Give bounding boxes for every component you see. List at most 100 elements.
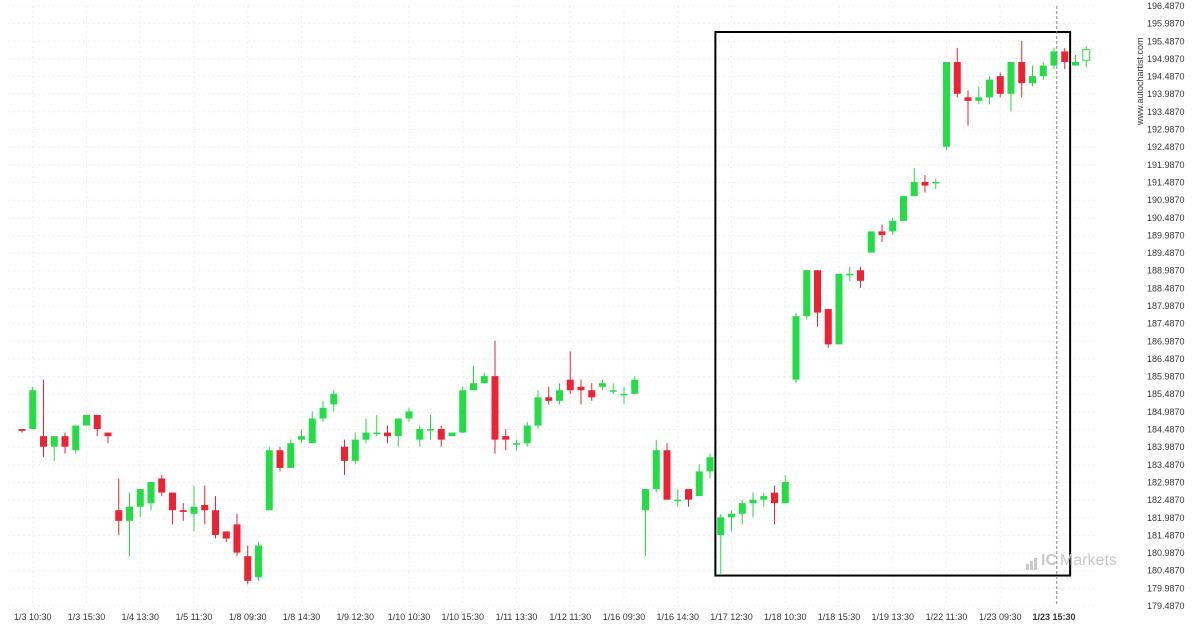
x-tick-label: 1/4 13:30: [121, 612, 159, 622]
candle-body: [943, 62, 950, 147]
x-tick-label: 1/23 15:30: [1032, 612, 1075, 622]
y-tick-label: 180.9870: [1147, 548, 1185, 558]
brand-bars-icon: [1026, 552, 1038, 570]
candle-body: [61, 436, 69, 447]
candle-body: [728, 513, 735, 518]
y-tick-label: 180.4870: [1147, 566, 1185, 576]
candle-body: [964, 97, 972, 101]
x-tick-label: 1/23 09:30: [979, 612, 1022, 622]
y-tick-label: 196.4870: [1147, 1, 1185, 11]
candle-body: [459, 390, 467, 433]
candles: [18, 40, 1091, 585]
candle-body: [255, 545, 262, 578]
y-tick-label: 195.4870: [1147, 36, 1185, 46]
candle-body: [265, 450, 273, 511]
y-tick-label: 184.4870: [1147, 425, 1185, 435]
candle-body: [1007, 62, 1015, 94]
y-tick-label: 192.9870: [1147, 125, 1185, 135]
candle-body: [136, 489, 144, 507]
x-tick-label: 1/11 13:30: [496, 612, 538, 622]
candle-body: [190, 506, 198, 514]
candle-body: [986, 79, 993, 98]
y-tick-label: 190.9870: [1147, 195, 1185, 205]
candle-body: [93, 414, 101, 430]
y-tick-label: 179.9870: [1147, 583, 1185, 593]
pattern-frame: [714, 6, 1072, 606]
y-tick-label: 186.4870: [1147, 354, 1185, 364]
candle-body: [545, 397, 553, 401]
candle-body: [40, 436, 47, 447]
y-tick-label: 195.9870: [1147, 19, 1185, 29]
candle-body: [642, 489, 649, 511]
candle-body: [760, 496, 768, 500]
y-tick-label: 187.9870: [1147, 301, 1185, 311]
candle-body: [298, 436, 305, 440]
candle-body: [663, 450, 671, 500]
candle-body: [351, 439, 359, 461]
candle-body: [921, 182, 929, 186]
candle-body: [599, 383, 606, 387]
x-tick-label: 1/22 11:30: [926, 612, 968, 622]
candle-body: [405, 411, 413, 419]
candle-body: [394, 418, 402, 437]
y-tick-label: 184.9870: [1147, 407, 1185, 417]
candle-body: [910, 182, 918, 197]
candle-body: [889, 220, 897, 232]
y-axis: 196.4870 195.9870 195.4870 194.9870 194.4870…: [1147, 1, 1185, 611]
candle-body: [179, 510, 187, 513]
candle-body: [1039, 65, 1047, 77]
x-tick-label: 1/18 15:30: [818, 612, 861, 622]
candle-body: [556, 390, 563, 401]
candle-body: [1061, 51, 1069, 63]
y-tick-label: 187.4870: [1147, 319, 1185, 329]
candle-body: [846, 273, 854, 276]
candle-body: [169, 492, 176, 511]
candle-body: [792, 316, 800, 380]
candle-body: [104, 432, 112, 437]
candle-body: [126, 506, 133, 521]
candle-body: [513, 443, 520, 445]
candle-body: [781, 482, 789, 504]
candle-body: [1082, 49, 1091, 61]
candle-body: [502, 436, 510, 440]
y-tick-label: 188.9870: [1147, 266, 1185, 276]
y-tick-label: 190.4870: [1147, 213, 1185, 223]
candle-body: [996, 76, 1004, 94]
x-tick-label: 1/18 10:30: [764, 612, 807, 622]
candle-body: [835, 273, 843, 345]
x-tick-label: 1/10 10:30: [388, 612, 431, 622]
candle-body: [824, 309, 832, 345]
candle-body: [631, 379, 639, 394]
candle-body: [900, 196, 907, 221]
candle-body: [427, 429, 434, 431]
candle-body: [695, 471, 703, 497]
candle-body: [491, 376, 499, 440]
candle-body: [771, 492, 778, 504]
x-tick-label: 1/17 12:30: [710, 612, 753, 622]
candle-body: [523, 425, 531, 444]
candle-body: [609, 390, 617, 392]
candle-body: [857, 270, 864, 281]
candle-body: [83, 414, 90, 426]
brand-prefix: IC: [1041, 552, 1057, 569]
candle-body: [244, 556, 252, 581]
candle-body: [362, 432, 370, 440]
y-tick-label: 192.4870: [1147, 142, 1185, 152]
x-tick-label: 1/8 14:30: [283, 612, 321, 622]
candle-body: [115, 510, 123, 521]
candle-body: [384, 432, 391, 437]
candle-body: [566, 379, 574, 391]
candle-body: [201, 504, 209, 511]
x-tick-label: 1/10 15:30: [441, 612, 484, 622]
y-tick-label: 181.4870: [1147, 530, 1185, 540]
y-tick-label: 191.4870: [1147, 177, 1185, 187]
candle-body: [448, 432, 456, 437]
y-tick-label: 186.9870: [1147, 336, 1185, 346]
watermark-text: www.autochartist.com: [1135, 37, 1145, 126]
candle-body: [706, 457, 714, 472]
y-tick-label: 183.4870: [1147, 460, 1185, 470]
candle-body: [975, 97, 983, 101]
x-tick-label: 1/5 11:30: [176, 612, 213, 622]
candle-body: [1018, 62, 1026, 84]
candle-body: [674, 499, 682, 502]
